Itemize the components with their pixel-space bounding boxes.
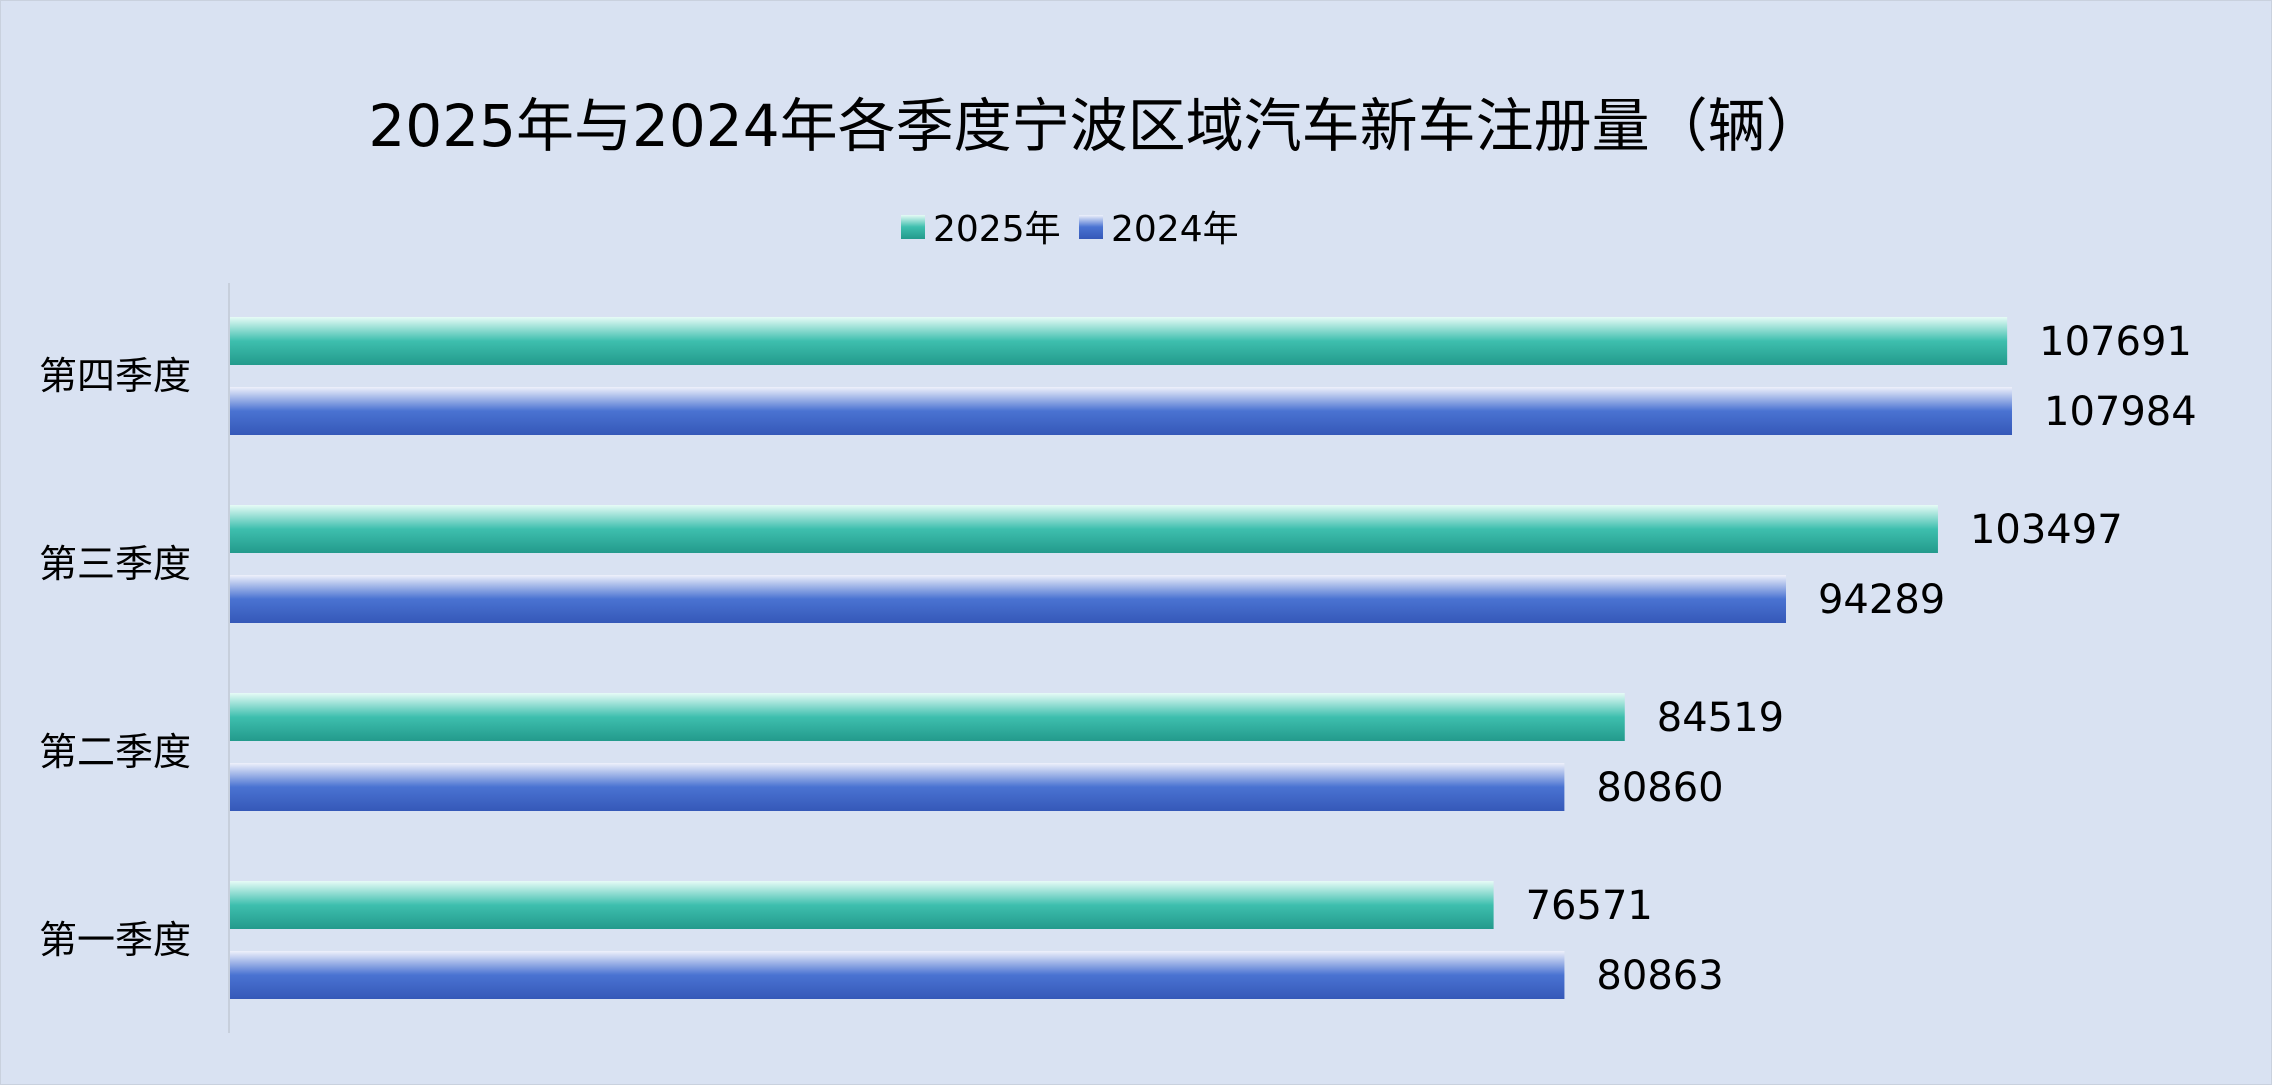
legend: 2025年 2024年: [901, 209, 1239, 250]
legend-swatch: [901, 215, 925, 239]
category-label: 第三季度: [39, 542, 191, 586]
category-label: 第二季度: [39, 730, 191, 774]
category-label: 第一季度: [39, 918, 191, 962]
bar-series-2025: [230, 505, 1938, 553]
legend-label: 2024年: [1111, 209, 1239, 250]
chart-title: 2025年与2024年各季度宁波区域汽车新车注册量（辆）: [368, 92, 1823, 160]
legend-label: 2025年: [933, 209, 1061, 250]
bar-series-2024: [230, 763, 1565, 811]
data-label: 84519: [1657, 695, 1784, 741]
data-label: 76571: [1526, 883, 1653, 929]
bar-series-2024: [230, 951, 1565, 999]
bar-series-2025: [230, 881, 1494, 929]
bar-series-2025: [230, 317, 2008, 365]
category-label: 第四季度: [39, 354, 191, 398]
data-label: 107984: [2044, 389, 2197, 435]
bars-group: 第四季度 107691 107984 第三季度 103497 94289 第二季度 84519…: [39, 317, 2197, 999]
data-label: 103497: [1970, 507, 2123, 553]
data-label: 107691: [2039, 319, 2192, 365]
bar-series-2024: [230, 575, 1786, 623]
bar-series-2024: [230, 387, 2012, 435]
data-label: 80860: [1596, 765, 1723, 811]
bar-series-2025: [230, 693, 1625, 741]
legend-swatch: [1079, 215, 1103, 239]
data-label: 94289: [1818, 577, 1945, 623]
data-label: 80863: [1596, 953, 1723, 999]
